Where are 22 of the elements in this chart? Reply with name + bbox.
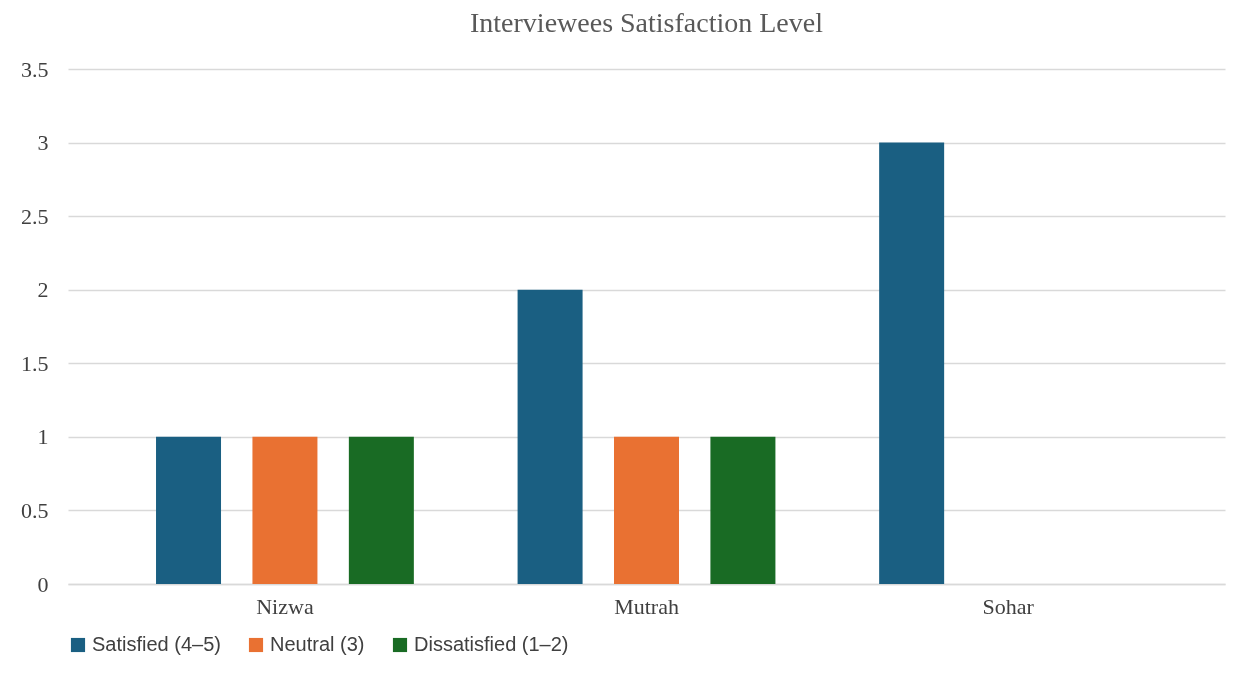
y-tick-label: 1 [37, 424, 49, 450]
x-tick-label: Mutrah [614, 593, 679, 619]
y-tick-label: 3 [37, 130, 49, 156]
y-tick-label: 2 [37, 277, 49, 303]
y-tick-label: 0.5 [21, 497, 49, 523]
y-tick-label: 0 [37, 571, 49, 597]
chart-title: Interviewees Satisfaction Level [470, 7, 824, 38]
y-tick-label: 3.5 [21, 56, 49, 82]
legend-label: Dissatisfied (1–2) [414, 633, 569, 655]
bar [710, 436, 776, 584]
y-tick-label: 1.5 [21, 350, 49, 376]
x-tick-label: Sohar [982, 593, 1035, 619]
bar [517, 289, 583, 584]
bar [879, 142, 945, 584]
x-tick-label: Nizwa [256, 593, 314, 619]
legend-label: Satisfied (4–5) [92, 633, 221, 655]
bar [156, 436, 222, 584]
bar [348, 436, 414, 584]
bar [252, 436, 318, 584]
legend-label: Neutral (3) [270, 633, 365, 655]
bar [614, 436, 679, 584]
y-tick-label: 2.5 [21, 203, 49, 229]
